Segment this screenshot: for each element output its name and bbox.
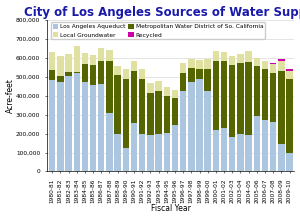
Bar [147,135,154,171]
Bar [98,60,104,84]
Bar [188,59,194,68]
Bar [82,53,88,64]
Bar [245,51,252,62]
Bar [147,83,154,93]
Bar [106,60,113,113]
Bar [286,79,293,152]
Bar [164,132,170,171]
Bar [262,60,268,69]
Bar [90,85,96,171]
Bar [278,59,284,62]
Bar [196,79,203,171]
Bar [65,76,72,171]
Bar [123,69,129,79]
Bar [237,134,244,171]
X-axis label: Fiscal Year: Fiscal Year [151,205,191,214]
Y-axis label: Acre-feet: Acre-feet [6,78,15,113]
Bar [245,62,252,135]
Bar [229,65,236,137]
Bar [49,70,56,80]
Bar [254,58,260,66]
Legend: Los Angeles Aqueduct, Local Groundwater, Metropolitan Water District of So. Cali: Los Angeles Aqueduct, Local Groundwater,… [51,22,265,39]
Bar [98,84,104,171]
Bar [65,54,72,72]
Bar [188,82,194,171]
Bar [155,91,162,134]
Bar [196,69,203,79]
Bar [98,48,104,60]
Bar [131,123,137,171]
Bar [49,52,56,70]
Bar [229,137,236,171]
Bar [90,55,96,65]
Bar [74,72,80,73]
Bar [278,144,284,171]
Bar [90,65,96,85]
Bar [221,128,227,171]
Bar [155,134,162,171]
Bar [245,135,252,171]
Bar [82,82,88,171]
Bar [65,72,72,76]
Bar [147,93,154,135]
Bar [172,90,178,99]
Bar [131,71,137,123]
Bar [115,75,121,134]
Bar [262,69,268,120]
Bar [106,50,113,60]
Bar [229,56,236,65]
Bar [123,148,129,171]
Bar [270,73,276,122]
Bar [57,76,64,82]
Bar [139,79,146,134]
Bar [115,134,121,171]
Bar [286,152,293,171]
Bar [123,79,129,148]
Bar [254,66,260,116]
Bar [164,87,170,96]
Bar [180,91,186,171]
Bar [237,63,244,134]
Bar [237,54,244,63]
Bar [205,69,211,91]
Bar [270,63,276,64]
Bar [262,120,268,171]
Bar [270,122,276,171]
Bar [221,52,227,62]
Bar [106,113,113,171]
Bar [57,82,64,171]
Bar [180,73,186,91]
Bar [164,96,170,132]
Bar [188,68,194,82]
Bar [115,66,121,75]
Bar [254,116,260,171]
Bar [213,130,219,171]
Bar [213,62,219,130]
Bar [49,80,56,171]
Bar [205,91,211,171]
Bar [74,73,80,171]
Bar [196,60,203,69]
Bar [286,71,293,79]
Bar [278,71,284,144]
Bar [74,46,80,72]
Bar [278,62,284,71]
Bar [131,62,137,71]
Bar [286,69,293,71]
Bar [139,134,146,171]
Bar [213,51,219,62]
Bar [139,69,146,79]
Bar [270,64,276,73]
Bar [205,59,211,69]
Bar [172,125,178,171]
Bar [180,63,186,73]
Title: City of Los Angeles Sources of Water Supply: City of Los Angeles Sources of Water Sup… [23,5,300,19]
Bar [172,99,178,125]
Bar [57,56,64,76]
Bar [82,64,88,82]
Bar [221,62,227,128]
Bar [155,81,162,91]
